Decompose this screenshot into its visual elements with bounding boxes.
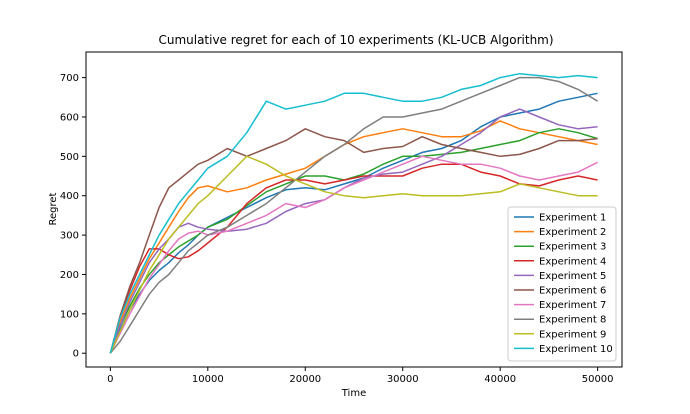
x-tick-label: 10000 (192, 374, 224, 385)
y-tick-label: 0 (73, 349, 79, 360)
y-axis-label: Regret (48, 192, 59, 225)
x-tick-label: 20000 (289, 374, 321, 385)
legend-label-experiment-3: Experiment 3 (539, 242, 606, 253)
legend-label-experiment-2: Experiment 2 (539, 227, 606, 238)
chart-legend: Experiment 1 Experiment 2 Experiment 3 Expe… (507, 206, 617, 362)
legend-label-experiment-5: Experiment 5 (539, 271, 606, 282)
series-line-experiment-9 (109, 155, 598, 354)
legend-label-experiment-1: Experiment 1 (539, 213, 606, 224)
x-tick-label: 0 (107, 374, 113, 385)
legend-label-experiment-4: Experiment 4 (539, 256, 606, 267)
x-axis-label: Time (341, 388, 366, 399)
y-axis-ticks: 0 100 200 300 400 500 600 700 (60, 73, 86, 360)
axes-frame (85, 51, 623, 368)
y-tick-label: 500 (60, 152, 79, 163)
series-line-experiment-7 (109, 155, 598, 354)
series-line-experiment-6 (109, 128, 598, 354)
legend-label-experiment-10: Experiment 10 (539, 344, 613, 355)
series-line-experiment-10 (109, 72, 598, 354)
series-line-experiment-3 (109, 128, 598, 354)
plot-series-group (109, 72, 598, 354)
y-tick-label: 300 (60, 231, 79, 242)
legend-label-experiment-9: Experiment 9 (539, 329, 606, 340)
y-tick-label: 200 (60, 270, 79, 281)
chart-title: Cumulative regret for each of 10 experim… (158, 33, 553, 47)
legend-box (507, 206, 617, 362)
series-line-experiment-5 (109, 108, 598, 354)
x-tick-label: 40000 (484, 374, 516, 385)
y-tick-label: 400 (60, 191, 79, 202)
y-tick-label: 700 (60, 73, 79, 84)
series-line-experiment-2 (109, 120, 598, 354)
y-tick-label: 600 (60, 112, 79, 123)
x-tick-label: 30000 (387, 374, 419, 385)
legend-label-experiment-7: Experiment 7 (539, 300, 606, 311)
series-line-experiment-8 (109, 76, 598, 354)
x-tick-label: 50000 (582, 374, 614, 385)
y-tick-label: 100 (60, 309, 79, 320)
x-axis-ticks: 0 10000 20000 30000 40000 50000 (107, 367, 614, 385)
legend-label-experiment-6: Experiment 6 (539, 286, 606, 297)
legend-label-experiment-8: Experiment 8 (539, 315, 606, 326)
